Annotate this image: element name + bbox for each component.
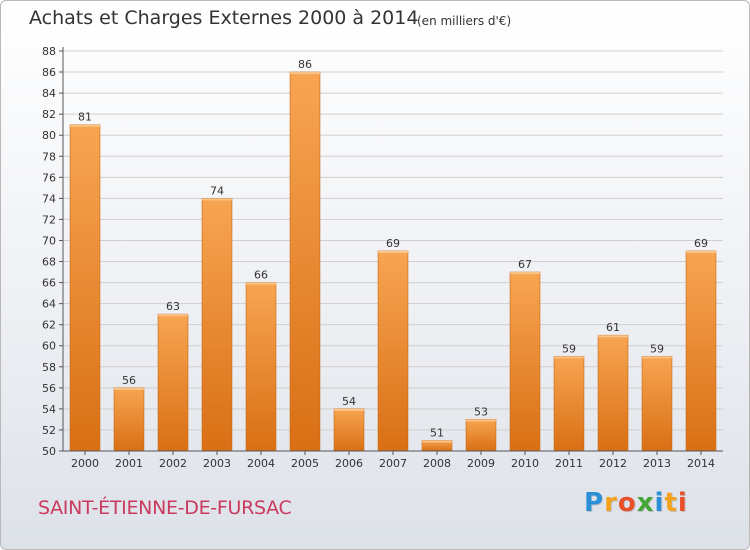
bar — [157, 313, 189, 452]
city-name: SAINT-ÉTIENNE-DE-FURSAC — [38, 497, 292, 519]
y-tick-label: 78 — [42, 150, 56, 163]
data-label: 61 — [606, 321, 620, 334]
bar — [509, 271, 541, 452]
data-label: 51 — [430, 426, 444, 439]
y-tick-label: 66 — [42, 277, 56, 290]
logo-letter: r — [604, 488, 618, 518]
data-label: 59 — [650, 342, 664, 355]
x-tick-label: 2011 — [555, 457, 583, 470]
bar — [113, 387, 145, 452]
logo-letter: x — [636, 488, 655, 518]
bar-highlight — [246, 282, 276, 285]
bar-highlight — [554, 356, 584, 359]
x-tick-label: 2005 — [291, 457, 319, 470]
x-tick-label: 2006 — [335, 457, 363, 470]
y-tick-label: 82 — [42, 108, 56, 121]
bar — [641, 355, 673, 452]
y-tick-label: 56 — [42, 382, 56, 395]
bar-highlight — [114, 387, 144, 390]
x-tick-label: 2003 — [203, 457, 231, 470]
bar-highlight — [70, 124, 100, 127]
y-tick-label: 58 — [42, 361, 56, 374]
bar — [201, 198, 233, 452]
bar — [553, 355, 585, 452]
x-tick-label: 2001 — [115, 457, 143, 470]
x-tick-label: 2012 — [599, 457, 627, 470]
y-tick-label: 52 — [42, 424, 56, 437]
y-tick-label: 70 — [42, 234, 56, 247]
x-tick-label: 2013 — [643, 457, 671, 470]
x-tick-label: 2014 — [687, 457, 715, 470]
bar — [465, 419, 497, 452]
y-tick-label: 68 — [42, 256, 56, 269]
x-tick-label: 2002 — [159, 457, 187, 470]
data-label: 81 — [78, 111, 92, 124]
bar-highlight — [598, 335, 628, 338]
bar-highlight — [378, 251, 408, 253]
x-tick-label: 2008 — [423, 457, 451, 470]
chart-unit: (en milliers d'€) — [417, 14, 512, 28]
data-label: 69 — [694, 237, 708, 250]
data-label: 74 — [210, 184, 224, 197]
y-tick-label: 74 — [42, 192, 56, 205]
data-label: 63 — [166, 300, 180, 313]
data-label: 54 — [342, 395, 356, 408]
data-label: 69 — [386, 237, 400, 250]
logo-letter: o — [617, 488, 637, 518]
y-tick-label: 76 — [42, 171, 56, 184]
bar — [69, 124, 101, 452]
y-tick-label: 54 — [42, 403, 56, 416]
y-tick-label: 84 — [42, 87, 56, 100]
x-tick-label: 2007 — [379, 457, 407, 470]
bar-highlight — [510, 272, 540, 275]
x-tick-label: 2004 — [247, 457, 275, 470]
bar-highlight — [202, 198, 232, 201]
bar — [289, 71, 321, 452]
y-tick-label: 80 — [42, 129, 56, 142]
data-label: 86 — [298, 58, 312, 71]
chart-title: Achats et Charges Externes 2000 à 2014 — [29, 7, 419, 29]
x-tick-label: 2010 — [511, 457, 539, 470]
bar-highlight — [686, 251, 716, 253]
bar-highlight — [290, 72, 320, 75]
bar — [597, 334, 629, 452]
bar — [333, 408, 365, 452]
logo-letter: P — [584, 488, 605, 518]
y-tick-label: 50 — [42, 445, 56, 458]
bar-highlight — [158, 314, 188, 317]
bar — [377, 250, 409, 452]
y-tick-label: 86 — [42, 66, 56, 79]
y-tick-label: 88 — [42, 45, 56, 58]
bar-highlight — [642, 356, 672, 359]
bar — [245, 282, 277, 452]
data-label: 59 — [562, 342, 576, 355]
logo-letter: i — [677, 488, 688, 518]
x-tick-label: 2000 — [71, 457, 99, 470]
y-tick-label: 62 — [42, 319, 56, 332]
y-tick-label: 60 — [42, 340, 56, 353]
bar-highlight — [422, 440, 452, 443]
bar-highlight — [466, 419, 496, 422]
data-label: 53 — [474, 405, 488, 418]
bar-highlight — [334, 408, 364, 411]
logo-letter: t — [664, 488, 678, 518]
data-label: 67 — [518, 258, 532, 271]
y-tick-label: 64 — [42, 298, 56, 311]
logo-letter: i — [654, 488, 665, 518]
proxiti-logo[interactable]: Proxiti — [584, 488, 688, 518]
data-label: 56 — [122, 374, 136, 387]
data-label: 66 — [254, 269, 268, 282]
bar — [685, 250, 717, 452]
x-tick-label: 2009 — [467, 457, 495, 470]
y-tick-label: 72 — [42, 213, 56, 226]
